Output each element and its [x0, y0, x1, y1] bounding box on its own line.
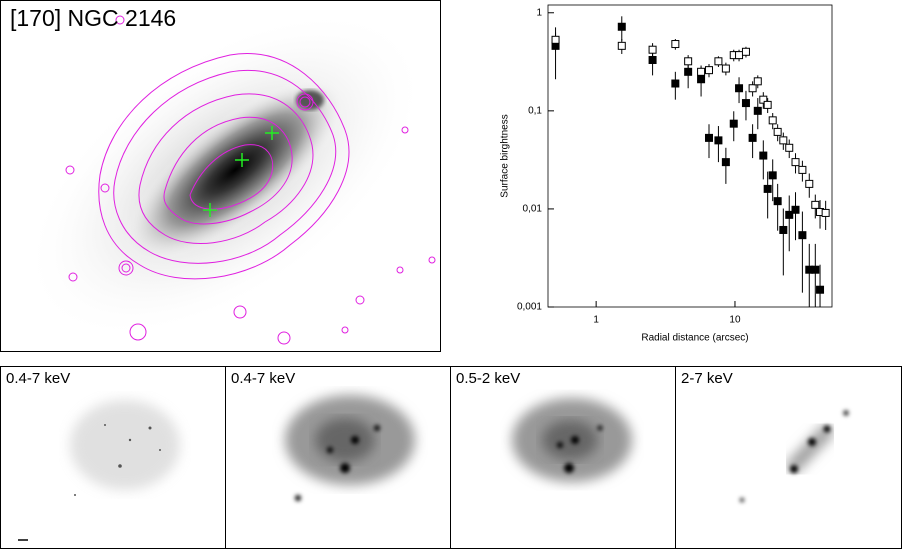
panel-label: 0.4-7 keV [6, 370, 70, 387]
point [753, 77, 762, 86]
y-tick-label: 0,1 [528, 105, 542, 116]
image-title: [170] NGC 2146 [10, 5, 176, 31]
point [811, 265, 820, 274]
image-frame [0, 0, 441, 352]
point [551, 35, 560, 44]
plot-frame [547, 4, 833, 308]
point [779, 136, 788, 145]
point [785, 210, 794, 219]
point [798, 231, 807, 240]
point [768, 116, 777, 125]
point [773, 197, 782, 206]
y-tick-label: 0,01 [523, 204, 543, 215]
panel-label: 0.5-2 keV [456, 370, 520, 387]
point [714, 136, 723, 145]
xray-panels [0, 366, 902, 549]
point [721, 64, 730, 73]
point [821, 208, 830, 217]
point [671, 40, 680, 49]
point [697, 67, 706, 76]
point [735, 51, 744, 60]
point [684, 67, 693, 76]
point [648, 55, 657, 64]
point [748, 133, 757, 142]
point [768, 171, 777, 180]
point [729, 119, 738, 128]
point [798, 165, 807, 174]
point [684, 57, 693, 66]
x-axis-label: Radial distance (arcsec) [641, 333, 748, 344]
panel-label: 2-7 keV [681, 370, 733, 387]
y-tick-label: 0,001 [517, 302, 542, 313]
point [753, 106, 762, 115]
point [617, 22, 626, 31]
point [671, 79, 680, 88]
x-tick-label: 1 [593, 315, 599, 326]
point [648, 45, 657, 54]
point [704, 133, 713, 142]
point [805, 179, 814, 188]
point [791, 205, 800, 214]
panel-label: 0.4-7 keV [231, 370, 295, 387]
point [779, 225, 788, 234]
point [785, 143, 794, 152]
point [763, 100, 772, 109]
point [791, 158, 800, 167]
galaxy-image [1, 1, 440, 351]
point [811, 200, 820, 209]
point [714, 57, 723, 66]
y-axis-label: Surface birghtness [500, 114, 511, 197]
x-tick-label: 10 [729, 315, 741, 326]
point [759, 95, 768, 104]
point [704, 66, 713, 75]
point [721, 158, 730, 167]
y-tick-label: 1 [536, 7, 542, 18]
point [741, 99, 750, 108]
point [759, 151, 768, 160]
point [748, 84, 757, 93]
point [741, 47, 750, 56]
point [617, 41, 626, 50]
point [816, 285, 825, 294]
point [773, 127, 782, 136]
point [735, 84, 744, 93]
point [763, 184, 772, 193]
